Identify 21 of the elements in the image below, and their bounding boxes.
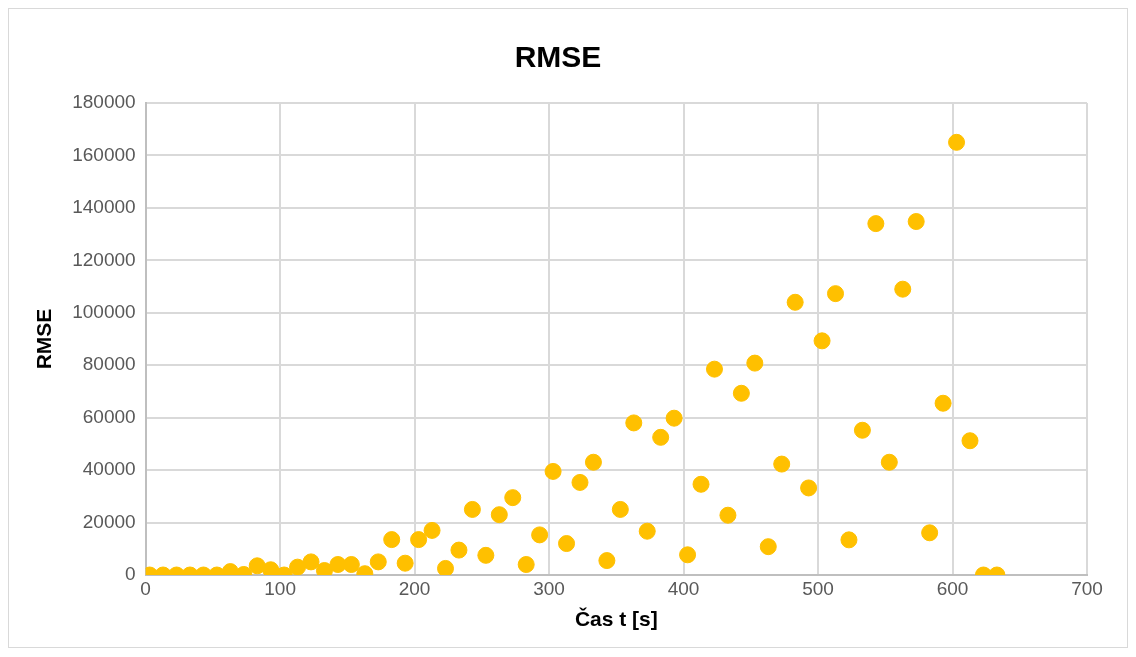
y-tick-label: 20000: [82, 510, 136, 532]
y-tick-label: 160000: [72, 143, 136, 165]
y-tick-label: 120000: [72, 248, 136, 270]
x-tick-label: 400: [667, 577, 700, 599]
x-tick-label: 200: [398, 577, 431, 599]
chart-title: RMSE: [514, 40, 602, 74]
x-tick-label: 300: [533, 577, 565, 599]
x-axis-title: Čas t [s]: [574, 607, 658, 631]
y-axis-title: RMSE: [32, 308, 56, 370]
x-tick-label: 700: [1071, 577, 1103, 599]
y-tick-label: 40000: [82, 458, 136, 480]
x-tick-label: 500: [802, 577, 834, 599]
y-tick-label: 60000: [82, 405, 136, 427]
y-tick-label: 80000: [82, 353, 136, 375]
x-tick-label: 600: [936, 577, 969, 599]
y-tick-label: 100000: [72, 301, 136, 323]
y-tick-label: 0: [125, 563, 136, 585]
y-tick-label: 140000: [72, 196, 136, 218]
x-tick-label: 0: [140, 577, 151, 599]
x-tick-label: 100: [264, 577, 296, 599]
y-tick-label: 180000: [72, 91, 136, 113]
